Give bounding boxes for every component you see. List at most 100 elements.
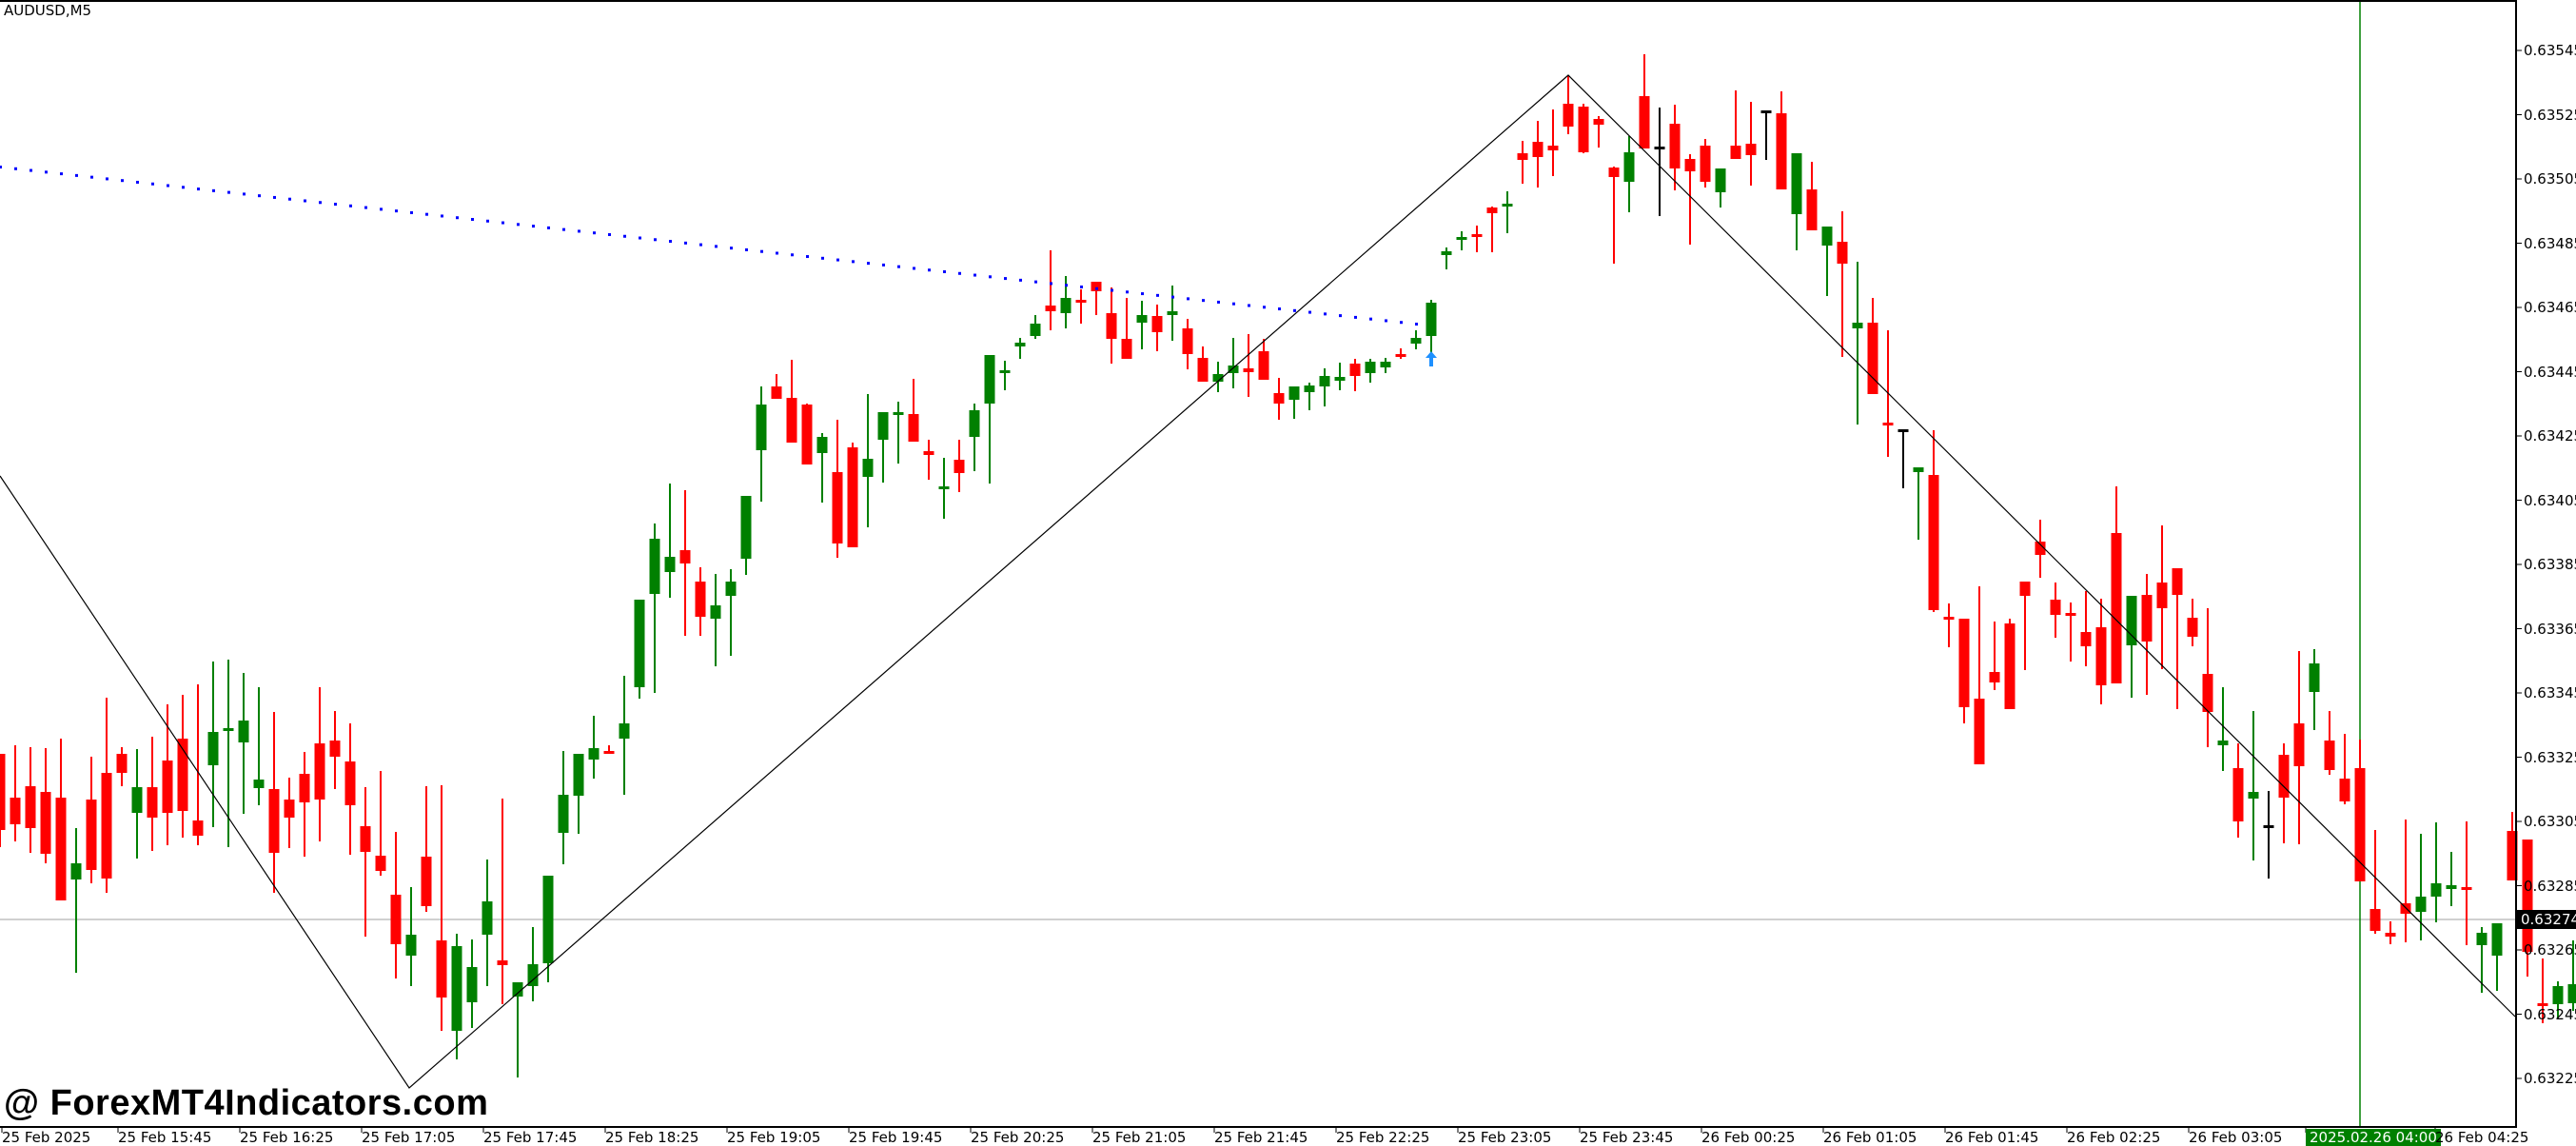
candle (192, 684, 204, 845)
candle (923, 440, 934, 480)
time-tick-label: 25 Feb 17:05 (362, 1129, 456, 1146)
candle (284, 778, 295, 848)
time-tick-label: 26 Feb 04:25 (2435, 1129, 2529, 1146)
trendline-dot (913, 267, 915, 270)
trendline-dot (852, 260, 855, 264)
candle (1380, 358, 1391, 373)
candle (2248, 711, 2259, 860)
candle (405, 887, 417, 986)
candle (101, 698, 112, 893)
candle (70, 828, 82, 973)
candle (2217, 687, 2229, 771)
candle (2065, 603, 2076, 662)
candle (2263, 791, 2274, 879)
candle (253, 687, 265, 805)
candle (1547, 109, 1559, 176)
candle (1639, 54, 1650, 148)
price-tick-label: 0.63265 (2524, 941, 2576, 958)
trendline-dot (304, 199, 306, 203)
candle (1563, 76, 1574, 134)
candle (390, 832, 402, 978)
candles (0, 54, 2576, 1077)
trendline-dot (395, 209, 398, 213)
trendline-dot (958, 271, 961, 275)
candle (0, 754, 6, 847)
candle (1989, 622, 2000, 690)
price-tick-label: 0.63325 (2524, 748, 2576, 766)
trendline-dot (791, 253, 794, 257)
candle (679, 490, 691, 636)
trendline-dot (349, 204, 352, 207)
trendline-dot (1111, 288, 1113, 292)
trendline-dot (1415, 323, 1418, 326)
candle (2461, 821, 2472, 945)
candle (162, 704, 173, 845)
trendline-dot (562, 227, 565, 231)
trendline-dot (380, 207, 383, 211)
candle (1669, 105, 1681, 190)
candle (2050, 583, 2061, 638)
candle (2187, 599, 2198, 646)
candle (1349, 359, 1361, 391)
time-tick-label: 25 Feb 19:45 (849, 1129, 943, 1146)
zigzag-line[interactable] (0, 74, 2516, 1089)
candle (1715, 168, 1726, 207)
candle (2491, 923, 2503, 991)
candle (527, 927, 539, 1001)
trendline-dot (1385, 319, 1387, 323)
trendline-dot (212, 188, 215, 192)
trendline-dot (1034, 280, 1037, 284)
candle (832, 420, 843, 558)
candle (2126, 596, 2137, 698)
candle (603, 745, 615, 754)
candle (1365, 359, 1376, 383)
candle (207, 662, 219, 827)
candle (725, 569, 737, 656)
candle (1167, 286, 1178, 341)
price-tick-label: 0.63465 (2524, 299, 2576, 316)
candle (1700, 139, 1711, 188)
candle (2507, 812, 2518, 880)
candle (1121, 298, 1132, 359)
candle (2004, 619, 2016, 709)
time-tick-label: 25 Feb 21:45 (1214, 1129, 1308, 1146)
trendline-dot (319, 201, 322, 205)
candle (344, 723, 356, 855)
candle (1410, 330, 1422, 349)
candle (588, 716, 600, 779)
trendline-dot (410, 210, 413, 214)
trendline-dot (471, 218, 474, 221)
price-tick-label: 0.63445 (2524, 363, 2576, 381)
time-tick-label: 25 Feb 15:45 (118, 1129, 212, 1146)
trendline-dot (806, 255, 809, 259)
candle (2446, 852, 2457, 906)
candle (1395, 348, 1406, 359)
trendline-dot (593, 231, 596, 235)
candle (436, 785, 447, 1031)
candle (2095, 599, 2107, 704)
candle (1684, 154, 1696, 245)
candle (1228, 338, 1239, 388)
symbol-label: AUDUSD,M5 (4, 2, 92, 19)
trendline-dot (578, 229, 580, 233)
candle (1288, 386, 1300, 419)
time-tick-label: 25 Feb 22:25 (1336, 1129, 1430, 1146)
trendline-dot (45, 170, 48, 174)
candle (1608, 167, 1620, 264)
candle (10, 745, 21, 841)
price-tick-label: 0.63425 (2524, 427, 2576, 445)
candle (1593, 116, 1604, 148)
candle (329, 711, 341, 789)
candle (1471, 226, 1483, 252)
candle (2430, 822, 2442, 922)
candle (1776, 91, 1787, 189)
trendline-dot (547, 226, 550, 229)
candle (2278, 743, 2290, 843)
trendline-dot (623, 234, 626, 238)
candle (1197, 346, 1209, 382)
trendline-dot (182, 186, 185, 189)
candle (1532, 121, 1544, 188)
trendline-dot (0, 166, 2, 168)
time-tick-label: 25 Feb 23:45 (1580, 1129, 1674, 1146)
